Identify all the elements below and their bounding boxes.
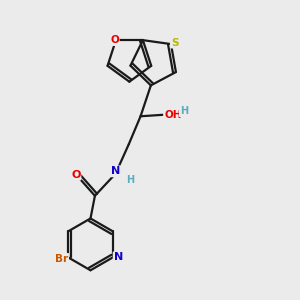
Text: H: H [180, 106, 188, 116]
Text: S: S [171, 38, 178, 48]
Text: Br: Br [55, 254, 68, 264]
Text: O: O [110, 35, 119, 45]
Text: H: H [126, 175, 134, 185]
Text: N: N [111, 166, 120, 176]
Text: O: O [71, 169, 80, 180]
Text: N: N [114, 252, 123, 262]
Text: OH: OH [164, 110, 182, 120]
